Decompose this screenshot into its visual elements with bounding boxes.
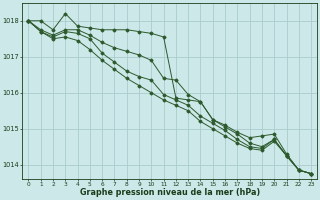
X-axis label: Graphe pression niveau de la mer (hPa): Graphe pression niveau de la mer (hPa) xyxy=(80,188,260,197)
